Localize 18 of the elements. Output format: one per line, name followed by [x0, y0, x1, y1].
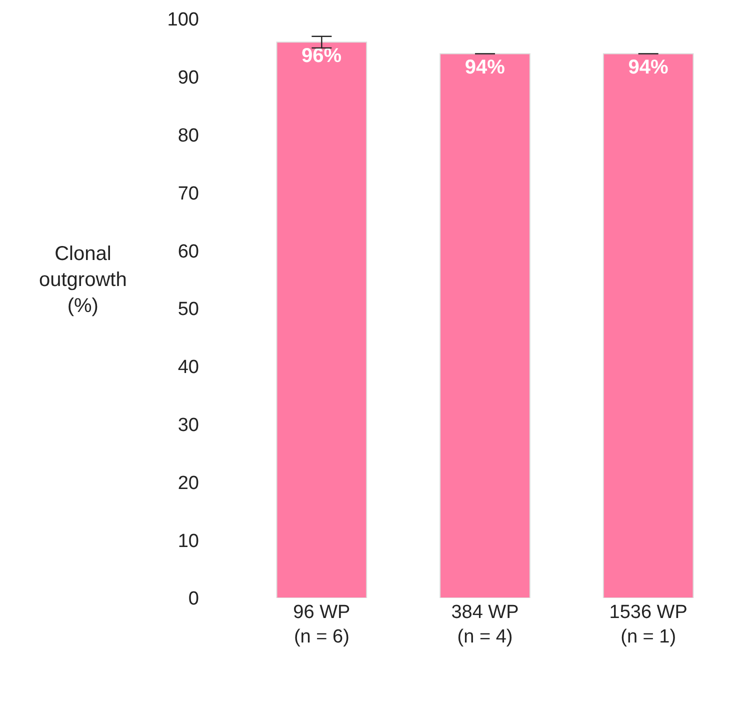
- y-tick-label: 80: [178, 125, 199, 146]
- y-tick-label: 30: [178, 414, 199, 436]
- data-label: 96%: [302, 45, 342, 68]
- y-tick-label: 0: [188, 588, 199, 610]
- data-label: 94%: [628, 56, 668, 79]
- y-tick-label: 100: [167, 10, 199, 31]
- y-axis-title: Clonal outgrowth (%): [39, 243, 127, 317]
- y-tick-label: 10: [178, 530, 199, 552]
- data-label: 94%: [464, 56, 506, 79]
- y-tick-label: 90: [178, 68, 199, 89]
- y-tick-label: 40: [178, 357, 199, 378]
- y-tick-label: 50: [178, 299, 199, 320]
- y-tick-label: 70: [178, 183, 199, 204]
- x-tick-label: 96 WP (n = 6): [293, 602, 350, 648]
- y-tick-label: 60: [178, 241, 199, 262]
- x-tick-label: 1536 WP (n = 1): [609, 602, 688, 648]
- x-tick-label: 384 WP (n = 4): [451, 602, 519, 648]
- y-tick-label: 20: [178, 472, 199, 494]
